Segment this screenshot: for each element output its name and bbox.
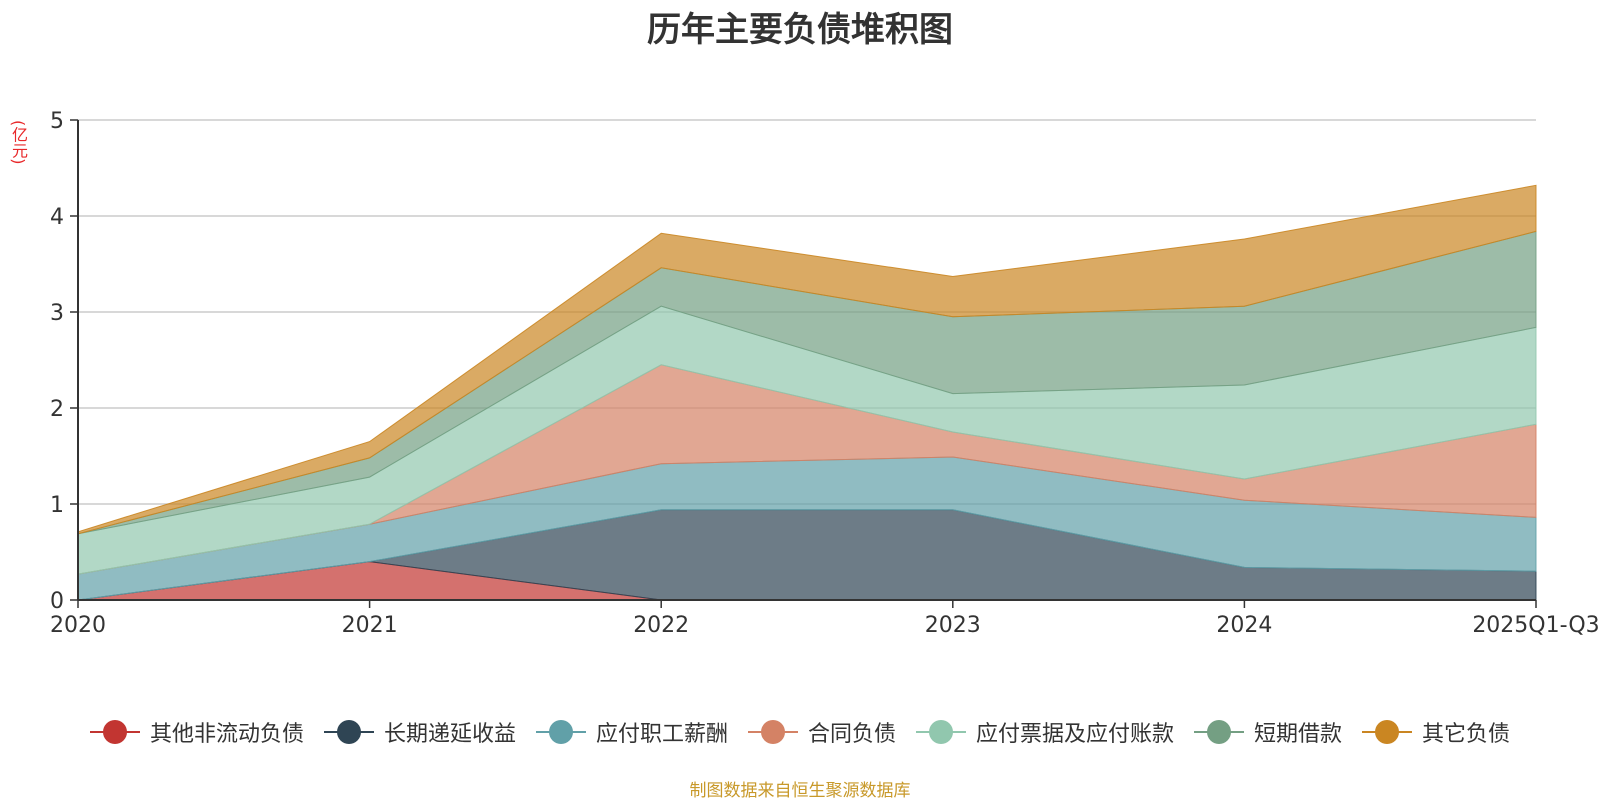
x-tick-label: 2024 <box>1216 613 1272 638</box>
y-axis-unit-label: (亿元) <box>9 120 28 165</box>
legend-item[interactable]: 其他非流动负债 <box>89 716 304 748</box>
y-tick-label: 1 <box>50 493 64 518</box>
x-tick-label: 2023 <box>925 613 981 638</box>
legend-marker-icon <box>1194 720 1245 744</box>
y-tick-label: 2 <box>50 397 64 422</box>
y-tick-label: 4 <box>50 205 64 230</box>
legend-label: 其他非流动负债 <box>149 722 304 747</box>
legend-marker-icon <box>535 720 586 744</box>
y-tick-label: 3 <box>50 301 64 326</box>
legend-label: 其它负债 <box>1422 722 1511 747</box>
tick-labels: 0 1 2 3 4 5 2020 2021 2022 2023 2024 2025Q1-Q3 <box>50 109 1600 638</box>
legend-label: 应付票据及应付账款 <box>976 722 1175 747</box>
x-tick-label: 2021 <box>342 613 398 638</box>
chart-plot: 0 1 2 3 4 5 2020 2021 2022 2023 2024 2025Q1-Q3 <box>50 109 1600 638</box>
legend-label: 合同负债 <box>807 722 896 747</box>
legend-label: 长期递延收益 <box>383 722 516 747</box>
axes <box>70 119 1537 608</box>
legend-marker-icon <box>916 720 966 744</box>
x-tick-label: 2020 <box>50 613 106 638</box>
legend-marker-icon <box>747 720 798 744</box>
legend-label: 短期借款 <box>1254 722 1343 747</box>
legend-item[interactable]: 合同负债 <box>747 716 896 748</box>
y-tick-label: 5 <box>50 109 64 134</box>
legend-item[interactable]: 短期借款 <box>1194 716 1342 748</box>
legend-item[interactable]: 应付票据及应付账款 <box>916 716 1174 748</box>
source-note: 制图数据来自恒生聚源数据库 <box>689 781 911 801</box>
x-tick-label: 2022 <box>633 613 689 638</box>
legend-label: 应付职工薪酬 <box>595 722 728 747</box>
x-tick-label: 2025Q1-Q3 <box>1472 613 1599 638</box>
area-series[interactable] <box>77 184 1537 535</box>
chart-title: 历年主要负债堆积图 <box>647 10 953 50</box>
legend-item[interactable]: 长期递延收益 <box>323 716 516 748</box>
legend: 其他非流动负债 长期递延收益 应付职工薪酬 合同负债 应付票据及应付账款 短期借款 其它负债 <box>0 716 1600 748</box>
y-tick-label: 0 <box>50 589 64 614</box>
legend-item[interactable]: 其它负债 <box>1362 716 1510 748</box>
legend-marker-icon <box>89 720 140 744</box>
legend-item[interactable]: 应付职工薪酬 <box>535 716 728 748</box>
area-series-layer <box>77 184 1537 601</box>
legend-marker-icon <box>1362 720 1413 744</box>
legend-marker-icon <box>323 720 374 744</box>
